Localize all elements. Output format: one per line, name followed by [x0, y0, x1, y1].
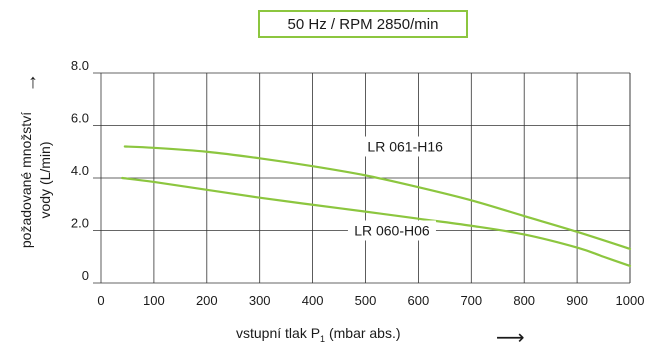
x-tick-label-10: 1000 — [616, 293, 645, 308]
frequency-rpm-badge: 50 Hz / RPM 2850/min — [258, 10, 468, 38]
x-axis-label-main: vstupní tlak P — [236, 325, 321, 341]
y-tick-label-1: 2.0 — [71, 216, 89, 231]
y-axis-up-arrow-icon: ↑ — [28, 71, 38, 93]
x-axis-label-rest: (mbar abs.) — [325, 325, 401, 341]
x-tick-label-2: 200 — [196, 293, 218, 308]
y-axis-label-line-1: požadované množství — [18, 111, 34, 249]
x-tick-label-4: 400 — [302, 293, 324, 308]
x-axis-right-arrow-icon: ⟶ — [496, 327, 525, 349]
x-tick-label-7: 700 — [460, 293, 482, 308]
y-tick-label-4: 8.0 — [71, 58, 89, 73]
series-label-bg-0 — [361, 136, 450, 157]
x-tick-label-9: 900 — [566, 293, 588, 308]
series-label-1: LR 060-H06 — [354, 223, 430, 239]
y-tick-label-3: 6.0 — [71, 111, 89, 126]
series-label-0: LR 061-H16 — [367, 139, 443, 155]
series-line-1 — [121, 176, 632, 268]
frequency-rpm-text: 50 Hz / RPM 2850/min — [287, 15, 439, 33]
x-tick-label-8: 800 — [513, 293, 535, 308]
x-axis-label-sub: 1 — [320, 333, 326, 344]
x-tick-label-6: 600 — [408, 293, 430, 308]
series-line-0 — [123, 145, 632, 250]
series-label-bg-1 — [347, 220, 436, 241]
x-tick-label-3: 300 — [249, 293, 271, 308]
y-axis-label-line-2: vody (L/min) — [37, 141, 53, 219]
x-tick-label-5: 500 — [355, 293, 377, 308]
y-tick-label-0: 0 — [82, 268, 89, 283]
x-tick-label-0: 0 — [97, 293, 104, 308]
y-tick-label-2: 4.0 — [71, 163, 89, 178]
x-tick-label-1: 100 — [143, 293, 165, 308]
x-axis-label: vstupní tlak P1 (mbar abs.) — [236, 325, 401, 344]
